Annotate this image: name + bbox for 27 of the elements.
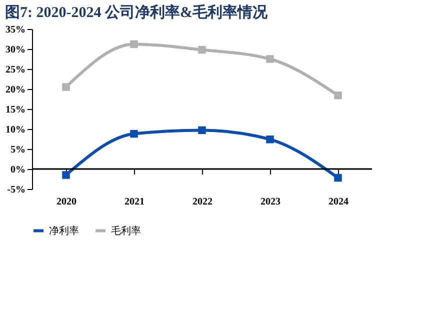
legend-label: 净利率 bbox=[49, 224, 79, 237]
y-tick-label: 25% bbox=[6, 64, 26, 76]
point bbox=[198, 46, 206, 54]
x-tick-label: 2022 bbox=[192, 196, 212, 208]
y-tick-label: 5% bbox=[10, 144, 26, 156]
point bbox=[334, 92, 342, 100]
point bbox=[62, 83, 70, 91]
x-tick-label: 2023 bbox=[260, 196, 280, 208]
legend-label: 毛利率 bbox=[111, 224, 141, 237]
y-tick-label: 30% bbox=[6, 44, 26, 56]
y-tick-label: 10% bbox=[6, 124, 26, 136]
point bbox=[266, 136, 274, 144]
point bbox=[266, 55, 274, 63]
x-tick-label: 2021 bbox=[124, 196, 144, 208]
y-tick-label: 15% bbox=[6, 104, 26, 116]
point bbox=[198, 126, 206, 134]
point bbox=[130, 40, 138, 48]
point bbox=[62, 171, 70, 179]
y-tick-label: 35% bbox=[6, 24, 26, 36]
x-tick-label: 2020 bbox=[56, 196, 76, 208]
chart-title: 图7: 2020-2024 公司净利率&毛利率情况 bbox=[5, 3, 268, 21]
y-tick-label: 0% bbox=[10, 164, 26, 176]
point bbox=[130, 130, 138, 138]
y-tick-label: 20% bbox=[6, 84, 26, 96]
x-tick-label: 2024 bbox=[328, 196, 348, 208]
point bbox=[334, 174, 342, 182]
y-tick-label: -5% bbox=[7, 184, 26, 196]
